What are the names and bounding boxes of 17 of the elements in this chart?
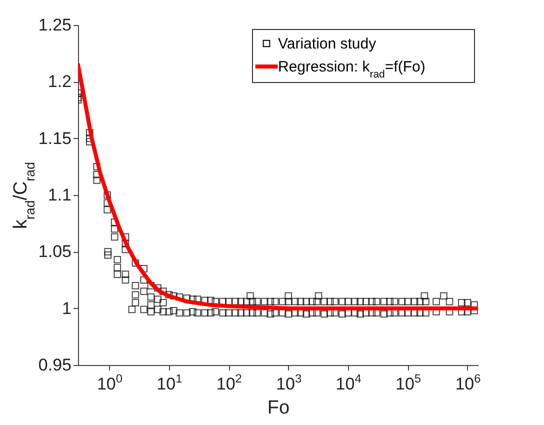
x-tick-label: 10$^{1}$: [156, 372, 183, 394]
x-tick-label: 10$^{3}$: [276, 372, 302, 394]
x-tick-label: 10$^{2}$: [216, 372, 242, 394]
x-tick-label: 10$^{4}$: [336, 372, 362, 394]
y-tick-label: 1.2: [48, 72, 72, 92]
x-tick-label: 10$^{6}$: [455, 372, 482, 394]
x-tick-label: 10$^{5}$: [396, 372, 422, 394]
x-axis-title: Fo: [267, 398, 290, 418]
y-tick-label: 1.15: [38, 128, 72, 148]
x-tick-label: 10$^{0}$: [96, 372, 123, 394]
y-tick-label: 1.1: [48, 186, 72, 204]
y-tick-label: 1: [62, 298, 72, 318]
y-tick-label: 1.05: [38, 242, 72, 262]
y-tick-label: 1.25: [38, 16, 72, 34]
y-tick-label: 0.95: [38, 356, 72, 374]
legend-label: Regression: k$_{rad}$=f(Fo): [278, 58, 426, 80]
legend-label: Variation study: [278, 36, 377, 52]
